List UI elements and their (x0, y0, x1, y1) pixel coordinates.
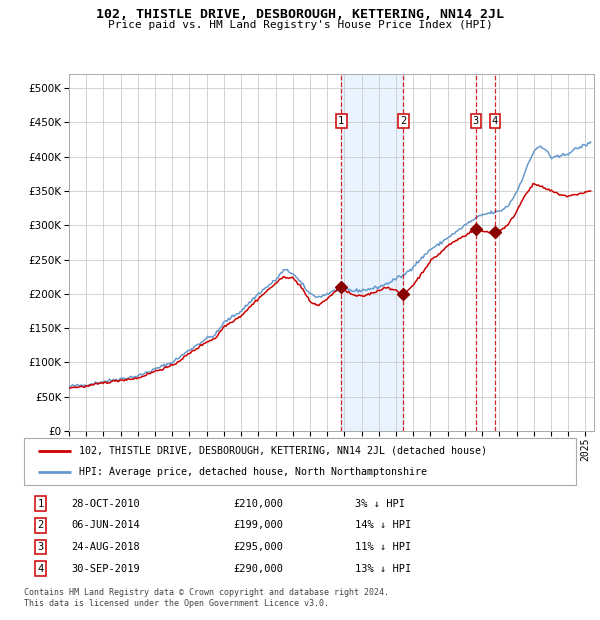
Text: 102, THISTLE DRIVE, DESBOROUGH, KETTERING, NN14 2JL (detached house): 102, THISTLE DRIVE, DESBOROUGH, KETTERIN… (79, 446, 487, 456)
Text: 11% ↓ HPI: 11% ↓ HPI (355, 542, 412, 552)
Text: This data is licensed under the Open Government Licence v3.0.: This data is licensed under the Open Gov… (24, 599, 329, 608)
Bar (341, 74, 403, 431)
Text: 102, THISTLE DRIVE, DESBOROUGH, KETTERING, NN14 2JL: 102, THISTLE DRIVE, DESBOROUGH, KETTERIN… (96, 8, 504, 21)
Text: 1: 1 (37, 498, 44, 508)
Text: £295,000: £295,000 (234, 542, 284, 552)
Text: 13% ↓ HPI: 13% ↓ HPI (355, 564, 412, 574)
Text: 3: 3 (473, 116, 479, 126)
Text: Price paid vs. HM Land Registry's House Price Index (HPI): Price paid vs. HM Land Registry's House … (107, 20, 493, 30)
Text: 4: 4 (492, 116, 498, 126)
Text: 1: 1 (338, 116, 344, 126)
Text: 24-AUG-2018: 24-AUG-2018 (71, 542, 140, 552)
FancyBboxPatch shape (24, 438, 576, 485)
Text: 06-JUN-2014: 06-JUN-2014 (71, 520, 140, 530)
Text: 3: 3 (37, 542, 44, 552)
Text: HPI: Average price, detached house, North Northamptonshire: HPI: Average price, detached house, Nort… (79, 467, 427, 477)
Text: 2: 2 (400, 116, 407, 126)
Text: 30-SEP-2019: 30-SEP-2019 (71, 564, 140, 574)
Text: 28-OCT-2010: 28-OCT-2010 (71, 498, 140, 508)
Text: 2: 2 (37, 520, 44, 530)
Text: 4: 4 (37, 564, 44, 574)
Text: £199,000: £199,000 (234, 520, 284, 530)
Text: Contains HM Land Registry data © Crown copyright and database right 2024.: Contains HM Land Registry data © Crown c… (24, 588, 389, 597)
Text: £290,000: £290,000 (234, 564, 284, 574)
Text: £210,000: £210,000 (234, 498, 284, 508)
Text: 14% ↓ HPI: 14% ↓ HPI (355, 520, 412, 530)
Text: 3% ↓ HPI: 3% ↓ HPI (355, 498, 405, 508)
